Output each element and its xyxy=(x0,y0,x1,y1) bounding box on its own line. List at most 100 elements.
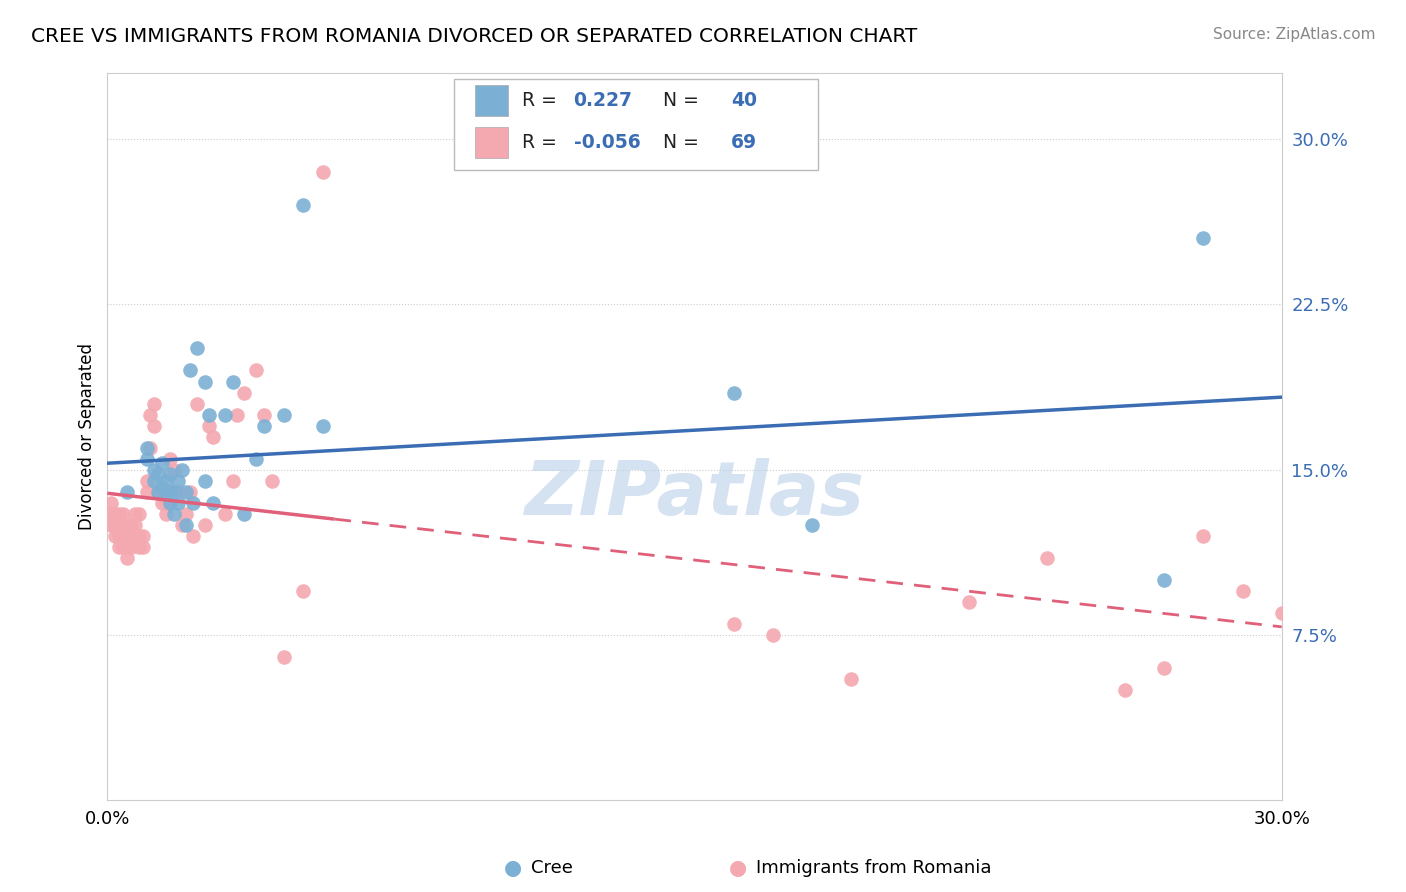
FancyBboxPatch shape xyxy=(454,78,818,169)
Point xyxy=(100,496,122,510)
Point xyxy=(179,484,201,499)
Point xyxy=(143,418,166,433)
Point xyxy=(723,616,745,631)
Point xyxy=(128,540,150,554)
Point xyxy=(155,484,177,499)
Text: 40: 40 xyxy=(731,91,756,110)
Point xyxy=(148,484,170,499)
Point xyxy=(159,496,181,510)
Point xyxy=(183,496,205,510)
Y-axis label: Divorced or Separated: Divorced or Separated xyxy=(79,343,96,530)
Point xyxy=(128,529,150,543)
Point xyxy=(108,507,131,521)
Text: CREE VS IMMIGRANTS FROM ROMANIA DIVORCED OR SEPARATED CORRELATION CHART: CREE VS IMMIGRANTS FROM ROMANIA DIVORCED… xyxy=(31,27,917,45)
FancyBboxPatch shape xyxy=(475,128,508,158)
Point xyxy=(183,529,205,543)
Point xyxy=(115,540,138,554)
Point xyxy=(1153,573,1175,587)
Point xyxy=(292,198,315,212)
Point xyxy=(762,628,785,642)
Point xyxy=(170,517,193,532)
Point xyxy=(135,451,157,466)
Point xyxy=(120,517,142,532)
Point xyxy=(135,441,157,455)
Point xyxy=(115,529,138,543)
Point xyxy=(115,550,138,565)
FancyBboxPatch shape xyxy=(475,86,508,116)
Point xyxy=(108,529,131,543)
Point xyxy=(839,672,862,686)
Point xyxy=(148,484,170,499)
Point xyxy=(174,507,197,521)
Point xyxy=(273,650,295,665)
Point xyxy=(174,517,197,532)
Point xyxy=(202,496,225,510)
Point xyxy=(221,375,243,389)
Point xyxy=(112,529,135,543)
Point xyxy=(1153,661,1175,675)
Point xyxy=(166,474,188,488)
Point xyxy=(159,451,181,466)
Point xyxy=(112,517,135,532)
Point xyxy=(253,418,276,433)
Point xyxy=(100,517,122,532)
Point xyxy=(100,507,122,521)
Point xyxy=(150,496,173,510)
Point xyxy=(124,517,146,532)
Point xyxy=(179,363,201,377)
Point xyxy=(260,474,283,488)
Point xyxy=(108,540,131,554)
Point xyxy=(1232,583,1254,598)
Point xyxy=(143,474,166,488)
Point xyxy=(139,441,162,455)
Point xyxy=(170,463,193,477)
Point xyxy=(186,396,208,410)
Point xyxy=(155,496,177,510)
Point xyxy=(108,517,131,532)
Point xyxy=(135,484,157,499)
Point xyxy=(245,363,267,377)
Point xyxy=(143,463,166,477)
Point xyxy=(104,529,127,543)
Point xyxy=(723,385,745,400)
Point xyxy=(155,474,177,488)
Point xyxy=(150,456,173,470)
Point xyxy=(292,583,315,598)
Point xyxy=(166,484,188,499)
Text: ZIPatlas: ZIPatlas xyxy=(524,458,865,532)
Text: Immigrants from Romania: Immigrants from Romania xyxy=(756,859,991,877)
Point xyxy=(174,484,197,499)
Point xyxy=(104,517,127,532)
Point xyxy=(148,467,170,481)
Point xyxy=(143,396,166,410)
Text: N =: N = xyxy=(651,91,704,110)
Point xyxy=(253,408,276,422)
Point xyxy=(245,451,267,466)
Point xyxy=(312,418,335,433)
Point xyxy=(112,507,135,521)
Point xyxy=(131,529,153,543)
Point xyxy=(115,484,138,499)
Point xyxy=(163,484,186,499)
Point xyxy=(186,342,208,356)
Point xyxy=(233,385,256,400)
Text: Cree: Cree xyxy=(531,859,574,877)
Text: R =: R = xyxy=(522,133,562,152)
Text: ●: ● xyxy=(730,858,747,878)
Point xyxy=(233,507,256,521)
Point xyxy=(312,165,335,179)
Point xyxy=(104,507,127,521)
Point xyxy=(198,418,221,433)
Point xyxy=(163,463,186,477)
Point xyxy=(112,540,135,554)
Point xyxy=(120,540,142,554)
Point xyxy=(128,507,150,521)
Point xyxy=(214,408,236,422)
Text: R =: R = xyxy=(522,91,562,110)
Text: -0.056: -0.056 xyxy=(574,133,640,152)
Point xyxy=(225,408,247,422)
Text: 69: 69 xyxy=(731,133,756,152)
Point xyxy=(159,484,181,499)
Point xyxy=(131,540,153,554)
Point xyxy=(1192,529,1215,543)
